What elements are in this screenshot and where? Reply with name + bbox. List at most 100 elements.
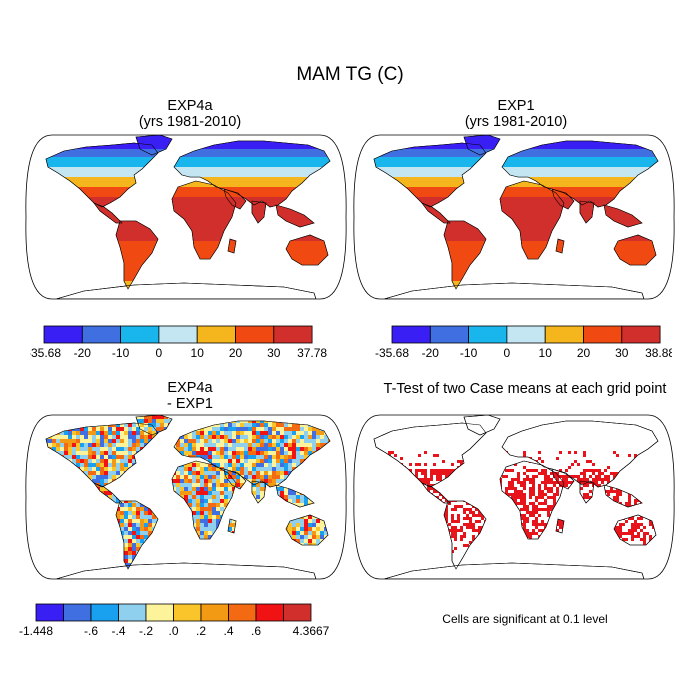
- significant-cell: [532, 481, 535, 484]
- difference-cell: [148, 515, 152, 519]
- difference-cell: [160, 495, 164, 499]
- significant-cell: [484, 499, 487, 502]
- difference-cell: [108, 443, 112, 447]
- difference-cell: [48, 527, 52, 531]
- significant-cell: [610, 538, 613, 541]
- difference-cell: [46, 523, 48, 527]
- difference-cell: [264, 543, 268, 547]
- difference-cell: [72, 471, 76, 475]
- significant-cell: [496, 460, 499, 463]
- significant-cell: [538, 508, 541, 511]
- difference-cell: [140, 511, 144, 515]
- difference-cell: [176, 455, 180, 459]
- significant-cell: [547, 496, 550, 499]
- difference-cell: [340, 515, 344, 519]
- significant-cell: [670, 490, 673, 493]
- significant-cell: [403, 532, 406, 535]
- difference-cell: [316, 419, 320, 423]
- significant-cell: [595, 523, 598, 526]
- difference-cell: [132, 503, 136, 507]
- significant-cell: [415, 475, 418, 478]
- difference-cell: [32, 467, 36, 471]
- significant-cell: [478, 490, 481, 493]
- significant-cell: [598, 469, 601, 472]
- difference-cell: [328, 471, 330, 475]
- difference-cell: [192, 447, 196, 451]
- difference-cell: [288, 479, 292, 483]
- difference-cell: [164, 551, 168, 555]
- difference-cell: [120, 419, 124, 423]
- difference-cell: [304, 519, 308, 523]
- difference-cell: [80, 523, 84, 527]
- difference-cell: [120, 471, 124, 475]
- difference-cell: [272, 519, 276, 523]
- difference-cell: [292, 435, 296, 439]
- significant-cell: [505, 475, 508, 478]
- significant-cell: [586, 532, 589, 535]
- difference-cell: [324, 507, 328, 511]
- difference-cell: [80, 427, 84, 431]
- difference-cell: [108, 463, 112, 467]
- difference-cell: [328, 527, 330, 531]
- difference-cell: [60, 511, 64, 515]
- difference-cell: [276, 535, 280, 539]
- significant-cell: [580, 514, 583, 517]
- difference-cell: [332, 559, 336, 563]
- difference-cell: [64, 503, 68, 507]
- significant-cell: [619, 535, 622, 538]
- difference-cell: [168, 491, 172, 495]
- difference-cell: [132, 451, 136, 455]
- significant-cell: [487, 475, 490, 478]
- difference-cell: [160, 467, 164, 471]
- difference-cell: [72, 547, 76, 551]
- difference-cell: [276, 547, 280, 551]
- difference-cell: [248, 439, 252, 443]
- significant-cell: [454, 478, 457, 481]
- difference-cell: [28, 499, 32, 503]
- significant-cell: [598, 484, 601, 487]
- significant-cell: [374, 550, 376, 553]
- significant-cell: [370, 475, 373, 478]
- difference-cell: [48, 439, 52, 443]
- significant-cell: [499, 550, 502, 553]
- difference-cell: [36, 427, 40, 431]
- significant-cell: [544, 493, 547, 496]
- difference-cell: [300, 459, 304, 463]
- significant-cell: [469, 547, 472, 550]
- difference-cell: [108, 559, 112, 563]
- difference-cell: [272, 535, 276, 539]
- difference-cell: [108, 563, 112, 567]
- difference-cell: [84, 415, 88, 419]
- significant-cell: [469, 508, 472, 511]
- significant-cell: [379, 502, 382, 505]
- significant-cell: [385, 526, 388, 529]
- significant-cell: [502, 520, 505, 523]
- difference-cell: [188, 423, 192, 427]
- difference-cell: [100, 499, 104, 503]
- significant-cell: [616, 526, 619, 529]
- difference-cell: [324, 503, 328, 507]
- difference-cell: [84, 431, 88, 435]
- significant-cell: [364, 469, 367, 472]
- difference-cell: [96, 563, 100, 567]
- significant-cell: [577, 520, 580, 523]
- significant-cell: [586, 484, 589, 487]
- difference-cell: [212, 559, 216, 563]
- difference-cell: [100, 507, 104, 511]
- significant-cell: [553, 496, 556, 499]
- difference-cell: [108, 475, 112, 479]
- significant-cell: [442, 520, 445, 523]
- significant-cell: [394, 499, 397, 502]
- difference-cell: [340, 531, 344, 535]
- difference-cell: [88, 523, 92, 527]
- significant-cell: [376, 490, 379, 493]
- significant-cell: [619, 493, 622, 496]
- coastline-camerica: [421, 202, 451, 224]
- significant-cell: [613, 475, 616, 478]
- significant-cell: [484, 538, 487, 541]
- significant-cell: [421, 490, 424, 493]
- difference-cell: [308, 443, 312, 447]
- difference-cell: [36, 487, 40, 491]
- difference-cell: [24, 439, 28, 443]
- significant-cell: [511, 508, 514, 511]
